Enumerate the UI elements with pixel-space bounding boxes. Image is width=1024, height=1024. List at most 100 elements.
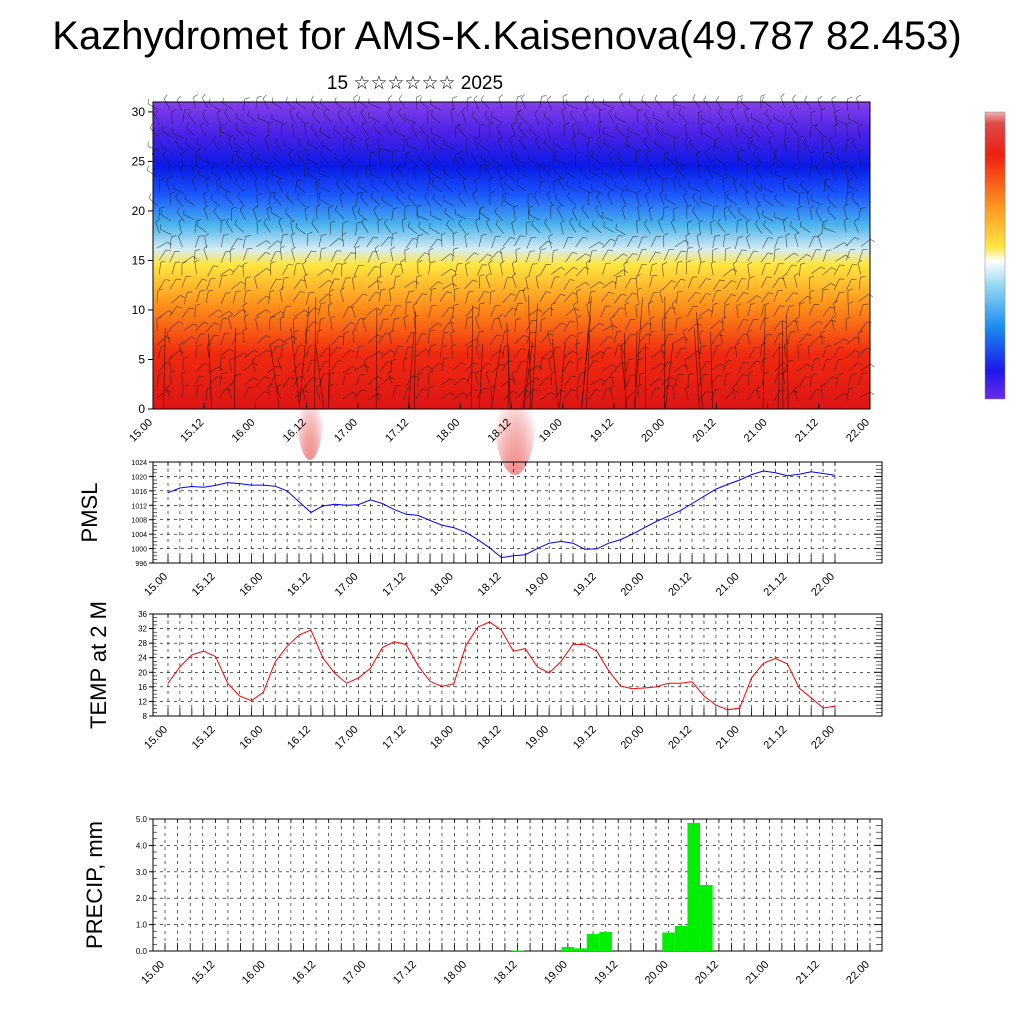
wind-barb [636,221,638,234]
wind-barb [307,360,312,372]
wind-barb-flag [389,349,395,353]
wind-barb [475,220,480,233]
wind-barb [398,98,407,110]
wind-barb [649,378,660,386]
wind-barb [291,124,295,137]
wind-barb [576,372,581,385]
wind-barb-flag [208,98,211,104]
wind-barb-flag [179,350,185,354]
wind-barb [636,346,645,357]
wind-barb-flag [479,140,481,146]
wind-barb [268,386,271,399]
wind-barb [614,345,618,358]
wind-barb-flag [655,122,659,127]
wind-barb-flag [442,345,447,347]
wind-barb-flag [650,316,655,319]
wind-barb [161,130,173,138]
wind-barb [256,222,259,235]
wind-barb-flag [731,294,737,297]
wind-barb-flag [577,127,579,133]
wind-barb [331,250,337,262]
y-tick-label: 2.0 [136,894,148,903]
wind-barb [615,228,627,236]
wind-barb [319,102,330,112]
wind-barb [537,167,542,179]
wind-barb-flag [283,276,289,279]
wind-barb-flag [288,150,293,155]
wind-barb [733,181,738,193]
wind-barb [613,269,624,277]
wind-barb [181,307,190,318]
wind-barb-flag [803,137,807,143]
wind-barb-flag [437,281,443,285]
wind-barb-flag [303,389,309,393]
wind-barb-flag [870,363,875,368]
wind-barb [195,279,203,290]
wind-barb-flag [858,149,864,153]
wind-barb [499,180,505,192]
wind-barb-flag [247,137,250,143]
wind-barb [576,266,585,277]
x-tick-label: 20.12 [666,571,694,599]
wind-barb [175,197,184,207]
wind-barb [647,167,652,180]
wind-barb-flag [643,219,648,224]
wind-barb [735,125,738,138]
wind-barb [809,126,812,139]
wind-barb [834,338,845,346]
wind-barb-flag [262,94,267,99]
wind-barb [329,291,331,304]
wind-barb-flag [475,343,480,348]
wind-barb [256,195,259,208]
wind-barb [783,139,787,152]
wind-barb-flag [159,206,165,209]
wind-barb-flag [277,355,282,360]
x-tick-label: 22.00 [809,724,837,752]
wind-barb [270,278,277,290]
wind-barb [370,173,382,179]
wind-barb [257,349,268,357]
wind-barb [833,242,845,249]
wind-barb [797,346,799,359]
wind-barb [737,96,739,110]
wind-barb [178,344,183,357]
wind-barb [457,196,467,207]
wind-barb-flag [242,328,248,331]
wind-barb-flag [744,107,749,112]
wind-barb-flag [637,109,643,112]
wind-barb-flag [697,350,702,354]
wind-barb-flag [163,94,168,100]
wind-barb-flag [794,272,799,277]
wind-barb-flag [512,260,517,264]
wind-barb-flag [504,196,507,202]
wind-barb-flag [385,304,391,306]
wind-barb [149,128,160,137]
wind-barb-flag [681,347,687,349]
wind-barb [462,181,467,193]
wind-barb [193,250,196,263]
wind-barb-flag [320,151,323,156]
wind-barb-flag [295,222,298,228]
wind-barb-flag [810,205,815,209]
wind-barb-flag [318,194,321,200]
wind-barb-flag [216,178,221,182]
wind-barb [723,208,726,221]
wind-barb [643,223,651,235]
wind-barb-flag [178,232,183,237]
wind-barb-flag [490,290,496,293]
wind-barb [613,362,622,372]
precip-bar [700,885,713,951]
wind-barb [453,377,464,386]
wind-barb [773,390,781,401]
wind-barb [540,307,550,317]
wind-barb [828,140,835,152]
wind-barb [181,336,192,346]
wind-barb [270,251,276,263]
wind-barb-flag [474,362,480,366]
wind-barb [590,350,601,359]
wind-barb [616,156,626,166]
wind-barb-flag [229,348,235,352]
wind-barb [808,321,819,330]
wind-barb-flag [407,192,411,198]
